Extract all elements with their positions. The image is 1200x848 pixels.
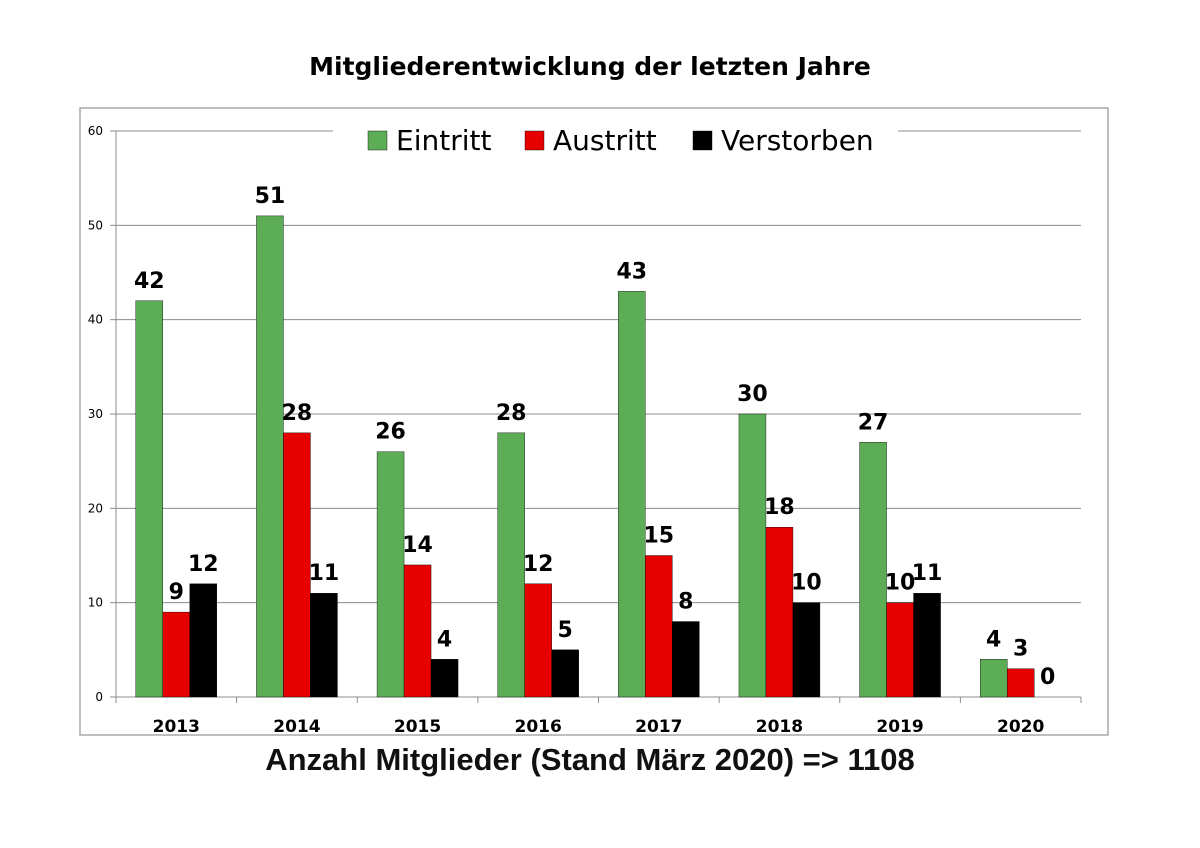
legend-swatch-austritt xyxy=(524,130,545,151)
bar-eintritt-2017 xyxy=(618,291,646,698)
y-tick-label: 50 xyxy=(88,218,103,232)
bar-austritt-2019 xyxy=(886,602,914,698)
x-tick-label: 2015 xyxy=(394,717,441,737)
data-label: 11 xyxy=(912,561,943,586)
bars xyxy=(135,215,1035,698)
x-tick-label: 2013 xyxy=(153,717,200,737)
data-label: 26 xyxy=(375,420,406,445)
data-label: 27 xyxy=(858,410,889,435)
data-label: 42 xyxy=(134,269,165,294)
data-label: 28 xyxy=(282,401,313,426)
data-label: 12 xyxy=(188,552,219,577)
legend-background xyxy=(333,121,898,161)
chart-title: Mitgliederentwicklung der letzten Jahre xyxy=(309,52,871,81)
x-tick-label: 2019 xyxy=(876,717,923,737)
data-label: 8 xyxy=(678,590,693,615)
bar-eintritt-2016 xyxy=(497,432,525,698)
bar-eintritt-2013 xyxy=(135,300,164,698)
y-tick-label: 60 xyxy=(88,124,103,138)
x-tick-label: 2017 xyxy=(635,717,682,737)
legend-items: Eintritt Austritt Verstorben xyxy=(333,121,898,161)
data-label: 0 xyxy=(1040,665,1055,690)
bar-verstorben-2016 xyxy=(551,649,579,698)
legend-label-verstorben: Verstorben xyxy=(721,124,874,157)
bar-austritt-2017 xyxy=(645,555,673,698)
y-tick-label: 20 xyxy=(88,501,103,515)
bar-austritt-2020 xyxy=(1006,668,1035,698)
data-label: 10 xyxy=(885,571,916,596)
x-tick-label: 2020 xyxy=(997,717,1044,737)
bar-verstorben-2019 xyxy=(913,593,941,698)
member-count-note: Anzahl Mitglieder (Stand März 2020) => 1… xyxy=(265,742,915,777)
data-label: 11 xyxy=(309,561,340,586)
bar-verstorben-2013 xyxy=(189,583,218,698)
data-label: 15 xyxy=(644,524,675,549)
data-label: 5 xyxy=(558,618,573,643)
data-label: 18 xyxy=(764,495,795,520)
data-label: 4 xyxy=(437,627,452,652)
bar-austritt-2014 xyxy=(283,432,311,698)
y-tick-label: 10 xyxy=(88,596,103,610)
data-label: 28 xyxy=(496,401,527,426)
y-tick-label: 0 xyxy=(95,690,103,704)
bar-austritt-2018 xyxy=(765,527,794,698)
legend-swatch-eintritt xyxy=(367,130,388,151)
bar-verstorben-2017 xyxy=(672,621,700,698)
data-label: 10 xyxy=(791,571,822,596)
bar-eintritt-2014 xyxy=(256,215,284,698)
legend-swatch-verstorben xyxy=(692,130,713,151)
data-label: 12 xyxy=(523,552,554,577)
legend-label-eintritt: Eintritt xyxy=(396,124,491,157)
bar-verstorben-2014 xyxy=(310,593,338,698)
bar-austritt-2015 xyxy=(403,564,432,698)
data-label: 9 xyxy=(169,580,184,605)
plot-frame xyxy=(79,107,1109,736)
x-tick-label: 2016 xyxy=(515,717,562,737)
bar-eintritt-2020 xyxy=(979,659,1008,698)
bar-eintritt-2019 xyxy=(859,442,887,698)
legend: Eintritt Austritt Verstorben xyxy=(333,121,898,161)
y-tick-label: 30 xyxy=(88,407,103,421)
legend-label-austritt: Austritt xyxy=(553,124,657,157)
bar-verstorben-2018 xyxy=(792,602,821,698)
bar-eintritt-2018 xyxy=(738,413,767,698)
data-label: 43 xyxy=(617,259,648,284)
data-label: 14 xyxy=(402,533,433,558)
bar-eintritt-2015 xyxy=(376,451,405,698)
data-label: 30 xyxy=(737,382,768,407)
y-tick-label: 40 xyxy=(88,313,103,327)
data-label: 3 xyxy=(1013,637,1028,662)
data-label: 4 xyxy=(986,627,1001,652)
bar-austritt-2013 xyxy=(162,611,191,698)
x-tick-label: 2014 xyxy=(273,717,320,737)
data-label: 51 xyxy=(255,184,286,209)
x-tick-label: 2018 xyxy=(756,717,803,737)
bar-verstorben-2015 xyxy=(430,659,459,698)
bar-austritt-2016 xyxy=(524,583,552,698)
